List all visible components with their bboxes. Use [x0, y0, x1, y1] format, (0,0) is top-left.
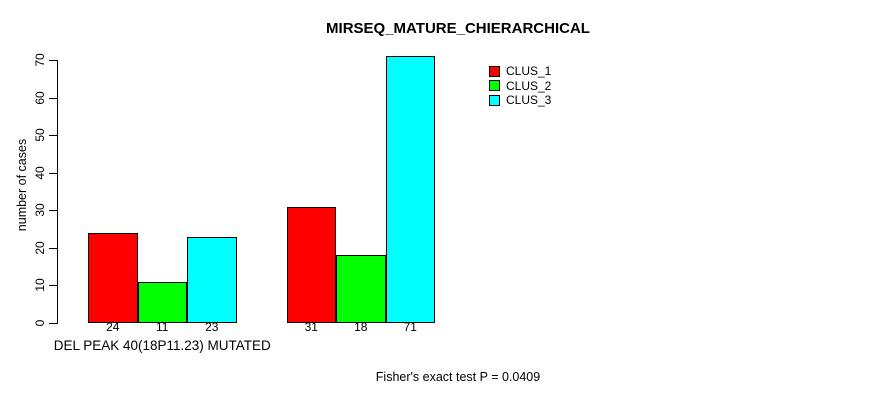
- y-tick-mark: [49, 135, 57, 136]
- y-tick-label: 0: [33, 319, 47, 327]
- annotation-fishers-test: Fisher's exact test P = 0.0409: [375, 370, 541, 384]
- bar-clus_3-group2: [385, 56, 435, 323]
- bar-clus_2-group1: [137, 281, 187, 323]
- legend-swatch-clus_2: [489, 80, 500, 92]
- y-axis-label: number of cases: [15, 138, 29, 232]
- bar-clus_2-group2: [336, 255, 386, 323]
- legend-row-clus_3: CLUS_3: [489, 93, 551, 108]
- y-tick-label: 30: [33, 203, 47, 217]
- y-tick-label: 10: [33, 278, 47, 293]
- x-category-label: DEL PEAK 40(18P11.23) MUTATED: [53, 338, 271, 353]
- y-tick-mark: [49, 323, 57, 324]
- legend-row-clus_2: CLUS_2: [489, 79, 551, 94]
- legend-label: CLUS_3: [506, 93, 552, 108]
- legend-label: CLUS_1: [506, 64, 552, 79]
- y-tick-mark: [49, 285, 57, 286]
- y-tick-mark: [49, 60, 57, 61]
- legend-row-clus_1: CLUS_1: [489, 64, 551, 79]
- y-tick-label: 50: [33, 128, 47, 142]
- y-tick-label: 70: [33, 53, 47, 67]
- y-tick-mark: [49, 173, 57, 174]
- y-tick-mark: [49, 98, 57, 99]
- bar-value-label: 11: [156, 320, 169, 334]
- legend-swatch-clus_3: [489, 94, 500, 106]
- y-axis-line: [57, 60, 58, 324]
- bar-value-label: 23: [205, 320, 219, 334]
- legend-swatch-clus_1: [489, 65, 500, 77]
- y-tick-label: 20: [33, 241, 47, 255]
- bar-value-label: 18: [354, 320, 368, 334]
- chart-title: MIRSEQ_MATURE_CHIERARCHICAL: [326, 20, 590, 37]
- bar-clus_1-group2: [286, 206, 336, 323]
- y-tick-label: 40: [33, 166, 47, 180]
- y-tick-mark: [49, 210, 57, 211]
- y-tick-label: 60: [33, 90, 47, 105]
- legend-label: CLUS_2: [506, 78, 552, 93]
- bar-value-label: 24: [106, 320, 120, 334]
- y-tick-mark: [49, 248, 57, 249]
- legend: CLUS_1 CLUS_2 CLUS_3: [489, 64, 551, 108]
- bar-clus_3-group1: [187, 236, 237, 323]
- bar-value-label: 31: [304, 320, 318, 334]
- bar-clus_1-group1: [88, 232, 138, 323]
- bar-value-label: 71: [403, 320, 417, 334]
